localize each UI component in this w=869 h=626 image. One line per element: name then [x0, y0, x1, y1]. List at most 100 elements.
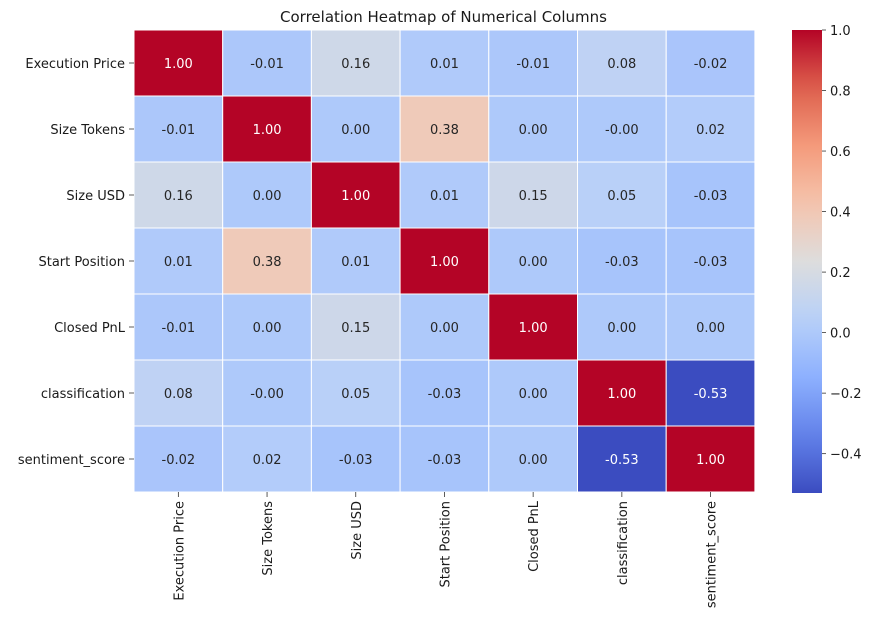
cell-label-start-position-start-position: 1.00 [430, 255, 459, 270]
row-labels: Execution Price Size Tokens Size USD Start … [18, 57, 134, 468]
cell-label-closed-pnl-execution-price: -0.01 [162, 321, 196, 336]
cell-sentiment-score-classification [577, 425, 667, 493]
cell-closed-pnl-sentiment-score [665, 293, 756, 361]
heatmap-cells: 1.00 -0.01 0.16 0.01 -0.01 0.08 -0.02 -0.01 1.00… [133, 29, 756, 493]
colorbar-tick-label: 0.4 [830, 206, 851, 221]
cell-size-usd-classification [577, 161, 667, 229]
cell-size-tokens-sentiment-score [665, 95, 756, 163]
cell-label-execution-price-sentiment-score: -0.02 [694, 57, 728, 72]
cell-label-sentiment-score-classification: -0.53 [605, 453, 639, 468]
colorbar-tick-label: 0.2 [830, 266, 851, 281]
cell-label-sentiment-score-size-tokens: 0.02 [253, 453, 282, 468]
cell-label-size-usd-execution-price: 0.16 [164, 189, 193, 204]
cell-label-classification-classification: 1.00 [607, 387, 636, 402]
cell-label-execution-price-size-tokens: -0.01 [250, 57, 284, 72]
cell-size-tokens-classification [577, 95, 667, 163]
cell-label-classification-closed-pnl: 0.00 [519, 387, 548, 402]
column-label-size-usd: Size USD [350, 501, 365, 560]
cell-sentiment-score-start-position [399, 425, 490, 493]
cell-label-sentiment-score-closed-pnl: 0.00 [519, 453, 548, 468]
cell-label-sentiment-score-size-usd: -0.03 [339, 453, 373, 468]
cell-size-tokens-size-usd [310, 95, 401, 163]
cell-label-execution-price-start-position: 0.01 [430, 57, 459, 72]
cell-label-start-position-execution-price: 0.01 [164, 255, 193, 270]
cell-label-closed-pnl-size-usd: 0.15 [341, 321, 370, 336]
cell-classification-execution-price [133, 359, 224, 427]
row-label-execution-price: Execution Price [25, 57, 125, 72]
chart-title: Correlation Heatmap of Numerical Columns [280, 8, 607, 26]
cell-classification-sentiment-score [665, 359, 756, 427]
cell-size-tokens-closed-pnl [488, 95, 578, 163]
cell-label-start-position-size-usd: 0.01 [341, 255, 370, 270]
cell-execution-price-start-position [399, 29, 490, 97]
cell-size-usd-size-tokens [222, 161, 312, 229]
cell-sentiment-score-execution-price [133, 425, 224, 493]
cell-label-start-position-sentiment-score: -0.03 [694, 255, 728, 270]
cell-label-execution-price-size-usd: 0.16 [341, 57, 370, 72]
cell-start-position-size-tokens [222, 227, 312, 295]
cell-sentiment-score-sentiment-score [665, 425, 756, 493]
row-label-start-position: Start Position [38, 255, 125, 270]
cell-label-size-usd-classification: 0.05 [607, 189, 636, 204]
colorbar-tick-label: 0.6 [830, 145, 851, 160]
cell-label-size-usd-start-position: 0.01 [430, 189, 459, 204]
cell-label-size-tokens-classification: -0.00 [605, 123, 639, 138]
cell-execution-price-execution-price [133, 29, 224, 97]
cell-closed-pnl-execution-price [133, 293, 224, 361]
cell-label-classification-size-tokens: -0.00 [250, 387, 284, 402]
cell-size-usd-size-usd [310, 161, 401, 229]
cell-execution-price-closed-pnl [488, 29, 578, 97]
cell-label-execution-price-closed-pnl: -0.01 [516, 57, 550, 72]
column-labels: Execution Price Size Tokens Size USD Start … [172, 492, 720, 608]
column-label-closed-pnl: Closed PnL [527, 500, 542, 572]
column-label-start-position: Start Position [438, 501, 453, 588]
cell-label-closed-pnl-start-position: 0.00 [430, 321, 459, 336]
row-label-sentiment-score: sentiment_score [18, 453, 125, 468]
cell-label-sentiment-score-start-position: -0.03 [428, 453, 462, 468]
colorbar-tick-label: 0.0 [830, 327, 851, 342]
cell-sentiment-score-size-usd [310, 425, 401, 493]
cell-label-closed-pnl-sentiment-score: 0.00 [696, 321, 725, 336]
cell-label-size-usd-sentiment-score: -0.03 [694, 189, 728, 204]
cell-start-position-start-position [399, 227, 490, 295]
row-label-size-usd: Size USD [66, 189, 125, 204]
cell-size-usd-sentiment-score [665, 161, 756, 229]
colorbar-tick-label: −0.4 [830, 448, 862, 463]
colorbar-tick-label: 0.8 [830, 85, 851, 100]
row-label-closed-pnl: Closed PnL [54, 321, 126, 336]
column-label-sentiment-score: sentiment_score [705, 501, 720, 608]
cell-label-size-tokens-start-position: 0.38 [430, 123, 459, 138]
cell-label-size-tokens-size-tokens: 1.00 [253, 123, 282, 138]
cell-label-start-position-closed-pnl: 0.00 [519, 255, 548, 270]
cell-execution-price-classification [577, 29, 667, 97]
cell-label-size-tokens-execution-price: -0.01 [162, 123, 196, 138]
cell-label-size-tokens-size-usd: 0.00 [341, 123, 370, 138]
cell-label-classification-execution-price: 0.08 [164, 387, 193, 402]
cell-start-position-sentiment-score [665, 227, 756, 295]
column-label-execution-price: Execution Price [172, 501, 187, 601]
cell-label-closed-pnl-classification: 0.00 [607, 321, 636, 336]
colorbar-tick-label: −0.2 [830, 387, 862, 402]
cell-label-size-usd-size-tokens: 0.00 [253, 189, 282, 204]
cell-classification-size-tokens [222, 359, 312, 427]
colorbar-tick-label: 1.0 [830, 24, 851, 39]
cell-closed-pnl-size-usd [310, 293, 401, 361]
cell-size-usd-start-position [399, 161, 490, 229]
cell-classification-size-usd [310, 359, 401, 427]
colorbar: 1.0 0.8 0.6 0.4 0.2 0.0 −0.2 −0.4 [792, 24, 862, 493]
cell-label-execution-price-execution-price: 1.00 [164, 57, 193, 72]
cell-execution-price-size-tokens [222, 29, 312, 97]
cell-label-size-usd-size-usd: 1.00 [341, 189, 370, 204]
cell-sentiment-score-closed-pnl [488, 425, 578, 493]
row-label-classification: classification [41, 387, 125, 402]
cell-label-closed-pnl-closed-pnl: 1.00 [519, 321, 548, 336]
cell-label-size-tokens-sentiment-score: 0.02 [696, 123, 725, 138]
cell-label-closed-pnl-size-tokens: 0.00 [253, 321, 282, 336]
cell-size-usd-closed-pnl [488, 161, 578, 229]
cell-label-sentiment-score-execution-price: -0.02 [162, 453, 196, 468]
cell-label-classification-sentiment-score: -0.53 [694, 387, 728, 402]
cell-label-start-position-size-tokens: 0.38 [253, 255, 282, 270]
cell-start-position-execution-price [133, 227, 224, 295]
cell-label-classification-size-usd: 0.05 [341, 387, 370, 402]
